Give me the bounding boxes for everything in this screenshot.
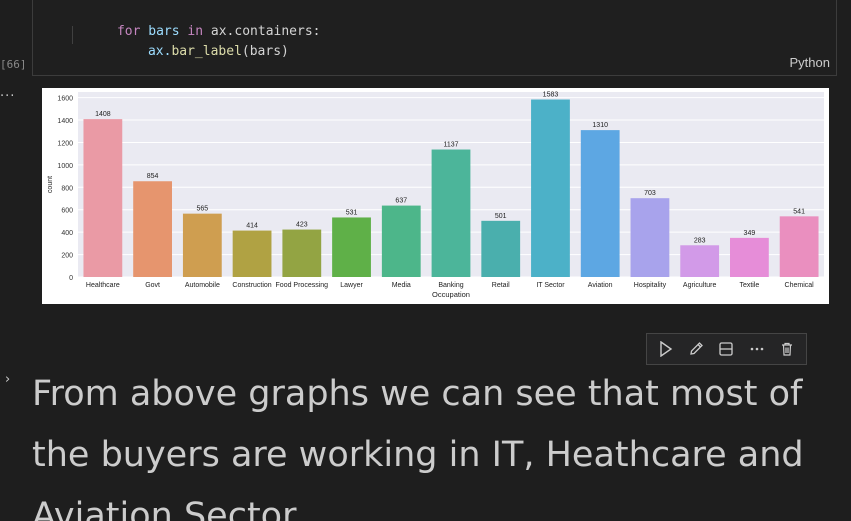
code-object: ax.: [147, 44, 172, 59]
execution-count: [66]: [0, 58, 27, 71]
bar: [83, 119, 123, 277]
bar: [431, 149, 471, 277]
x-tick-label: Chemical: [785, 282, 815, 289]
y-tick-label: 1400: [57, 118, 73, 125]
code-variable: bars: [148, 24, 180, 39]
bar: [680, 245, 720, 277]
bar-data-label: 541: [793, 208, 805, 215]
indent-guide: [72, 26, 73, 44]
more-icon[interactable]: [746, 338, 768, 360]
bar-data-label: 1408: [95, 111, 111, 118]
bar-data-label: 565: [196, 206, 208, 213]
y-tick-label: 1600: [57, 96, 73, 103]
x-tick-label: Govt: [145, 282, 160, 289]
split-cell-icon[interactable]: [715, 338, 737, 360]
x-tick-label: Construction: [232, 282, 271, 289]
x-tick-label: Hospitality: [634, 282, 667, 289]
bar: [282, 229, 322, 277]
bar: [630, 198, 670, 277]
bar-data-label: 349: [744, 230, 756, 237]
y-tick-label: 200: [61, 253, 73, 260]
bar: [133, 181, 172, 277]
x-tick-label: IT Sector: [536, 282, 565, 289]
bar: [381, 205, 421, 277]
code-keyword-in: in: [187, 24, 204, 39]
code-args: (bars): [241, 44, 289, 59]
code-keyword-for: for: [116, 24, 141, 39]
code-text: ax.containers:: [210, 24, 321, 39]
output-menu-icon[interactable]: ···: [0, 89, 16, 104]
y-tick-label: 400: [61, 230, 73, 237]
bar-data-label: 703: [644, 190, 656, 197]
chevron-right-icon[interactable]: ›: [5, 372, 11, 387]
y-tick-label: 800: [61, 185, 73, 192]
y-tick-label: 1200: [57, 140, 73, 147]
bar-data-label: 531: [346, 209, 358, 216]
trash-icon[interactable]: [776, 338, 798, 360]
bar: [730, 237, 769, 277]
x-tick-label: Agriculture: [683, 282, 717, 289]
bar-data-label: 283: [694, 237, 706, 244]
x-tick-label: Retail: [492, 282, 510, 289]
x-tick-label: Food Processing: [276, 282, 329, 289]
bar-chart: 0 200 400 600 800 1000 1200 1400 1600 1408 Healthc…: [47, 92, 824, 299]
bar: [182, 213, 222, 277]
code-line-2[interactable]: ax.bar_label(bars): [101, 29, 289, 74]
chart-output: 0 200 400 600 800 1000 1200 1400 1600 1408 Healthc…: [42, 88, 829, 304]
bar: [332, 217, 371, 277]
markdown-text: From above graphs we can see that most o…: [32, 374, 804, 521]
bar: [580, 130, 620, 277]
y-tick-label: 1000: [57, 163, 73, 170]
x-tick-label: Banking: [438, 282, 463, 289]
x-tick-label: Media: [392, 282, 411, 289]
code-cell[interactable]: for bars in ax.containers: ax.bar_label(…: [32, 0, 837, 76]
x-tick-label: Automobile: [185, 282, 220, 289]
bar: [531, 99, 570, 278]
pencil-icon[interactable]: [685, 338, 707, 360]
bar-data-label: 501: [495, 213, 507, 220]
y-tick-label: 600: [61, 208, 73, 215]
x-tick-label: Lawyer: [340, 282, 363, 289]
bar-data-label: 423: [296, 222, 308, 229]
x-tick-label: Healthcare: [86, 282, 120, 289]
language-label[interactable]: Python: [789, 55, 830, 70]
cell-toolbar: [646, 333, 807, 365]
bar-data-label: 1583: [543, 92, 559, 99]
bar: [779, 216, 819, 277]
x-tick-label: Aviation: [588, 282, 613, 289]
y-axis-label: count: [47, 176, 54, 193]
play-icon[interactable]: [655, 338, 677, 360]
x-axis-label: Occupation: [432, 290, 470, 299]
bar-data-label: 637: [395, 198, 407, 205]
bar: [232, 230, 272, 277]
bar-data-label: 1310: [592, 122, 608, 129]
bar-data-label: 1137: [443, 142, 458, 149]
x-tick-label: Textile: [739, 282, 759, 289]
y-tick-label: 0: [69, 275, 73, 282]
code-function: bar_label: [171, 44, 242, 59]
bar-data-label: 854: [147, 173, 159, 180]
bar: [481, 220, 521, 277]
code-line-1[interactable]: for bars in ax.containers:: [70, 9, 321, 54]
bar-data-label: 414: [246, 223, 258, 230]
